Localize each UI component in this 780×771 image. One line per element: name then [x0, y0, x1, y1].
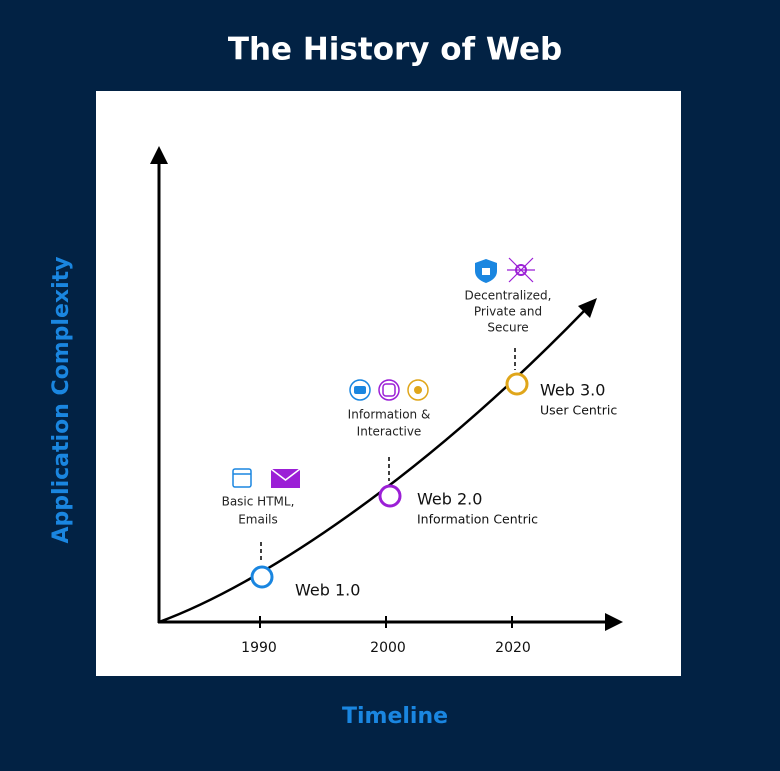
milestone-marker [250, 565, 274, 589]
milestone-name: Web 1.0 [295, 581, 360, 600]
description: Information & [348, 408, 431, 422]
tick-label: 1990 [241, 640, 277, 656]
milestone-name: Web 3.0 [540, 381, 605, 400]
description: Decentralized, [465, 289, 552, 303]
title: The History of Web [228, 32, 562, 68]
icons [232, 257, 535, 488]
arrowhead [578, 298, 597, 318]
arrowhead [605, 613, 623, 631]
description: Interactive [357, 425, 422, 439]
description: Basic HTML, [222, 495, 295, 509]
x-axis-label: Timeline [342, 704, 448, 729]
tick-label: 2020 [495, 640, 531, 656]
description: Secure [487, 321, 528, 335]
milestone-subtitle: User Centric [540, 403, 617, 418]
tick-label: 2000 [370, 640, 406, 656]
milestone-subtitle: Information Centric [417, 512, 538, 527]
milestone-marker [505, 372, 529, 396]
milestone-marker [378, 484, 402, 508]
milestone-name: Web 2.0 [417, 490, 482, 509]
y-axis-label: Application Complexity [49, 257, 74, 544]
description: Private and [474, 305, 542, 319]
description: Emails [238, 513, 278, 527]
arrowhead [150, 146, 168, 164]
connectors [260, 348, 516, 563]
